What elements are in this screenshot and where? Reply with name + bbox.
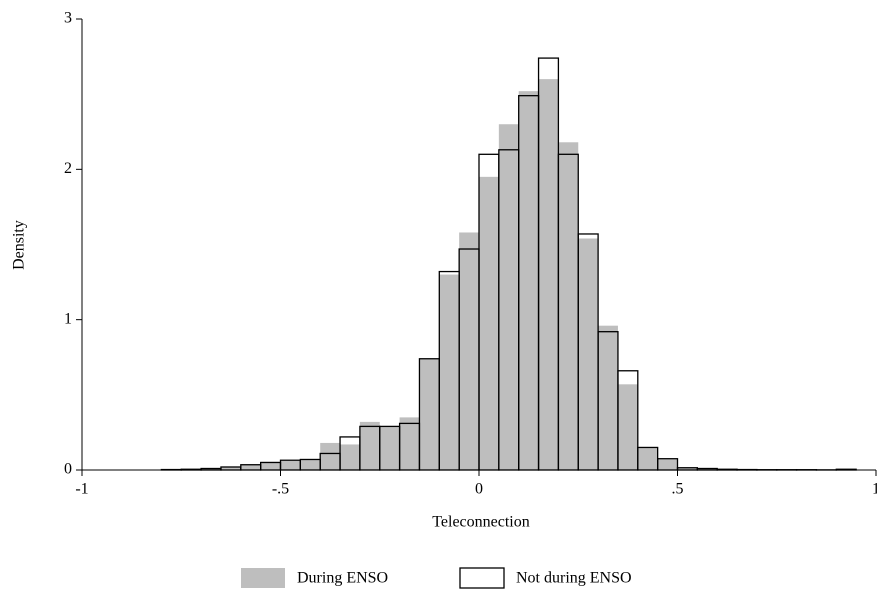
bar — [459, 232, 479, 470]
bar — [697, 468, 718, 470]
bar — [598, 325, 618, 470]
bar — [617, 370, 639, 471]
bar — [637, 447, 658, 470]
y-tick-label: 2 — [64, 160, 72, 177]
bar — [240, 464, 261, 470]
bar — [320, 442, 341, 470]
x-tick-label: -1 — [75, 481, 88, 498]
bar — [518, 91, 539, 470]
bar — [340, 444, 360, 470]
bar — [220, 466, 241, 470]
bar — [835, 468, 857, 471]
legend-swatch — [459, 567, 505, 589]
bar — [479, 176, 499, 470]
bar — [657, 458, 679, 471]
bar — [657, 459, 678, 470]
bar — [379, 426, 400, 470]
legend-label: During ENSO — [297, 570, 388, 587]
bar — [359, 421, 380, 470]
y-axis-label: Density — [11, 220, 28, 270]
bar — [300, 459, 321, 470]
bar — [677, 467, 698, 470]
x-axis-label: Teleconnection — [432, 514, 530, 531]
bar — [439, 274, 460, 470]
x-tick-label: -.5 — [272, 481, 289, 498]
bar — [280, 460, 301, 470]
legend-label: Not during ENSO — [516, 570, 632, 587]
legend-swatch — [241, 568, 285, 588]
bar — [498, 124, 519, 470]
y-tick-label: 1 — [64, 310, 72, 327]
bar — [419, 358, 440, 470]
bar — [538, 79, 559, 470]
x-tick-label: 0 — [475, 481, 483, 498]
bar — [578, 238, 599, 470]
bar — [558, 142, 579, 471]
x-tick-label: 1 — [872, 481, 877, 498]
bar — [617, 384, 638, 470]
y-tick-label: 0 — [64, 461, 72, 478]
y-tick-label: 3 — [64, 10, 72, 27]
x-tick-label: .5 — [672, 481, 684, 498]
bar — [180, 468, 202, 471]
bar — [399, 417, 420, 470]
bar — [716, 468, 738, 471]
bar — [260, 461, 281, 470]
bar — [201, 468, 221, 470]
